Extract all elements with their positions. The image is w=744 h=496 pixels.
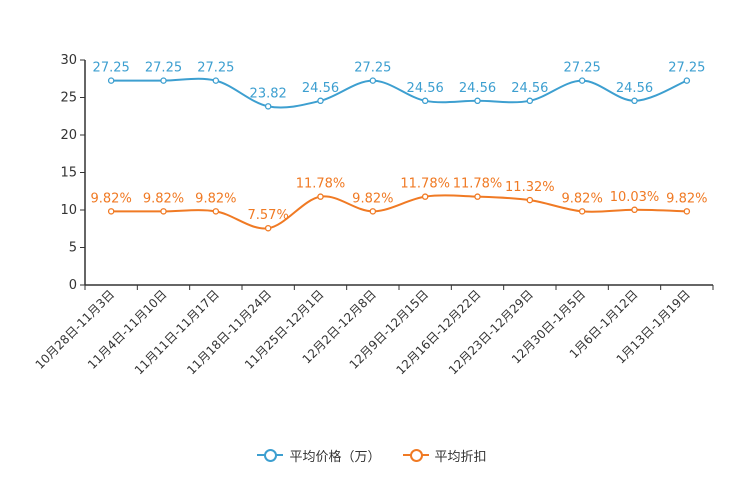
- data-point[interactable]: [632, 207, 637, 212]
- y-tick-label: 25: [60, 91, 77, 106]
- data-point[interactable]: [580, 209, 585, 214]
- data-point[interactable]: [370, 209, 375, 214]
- data-label: 24.56: [302, 81, 339, 96]
- data-point[interactable]: [684, 78, 689, 83]
- data-label: 24.56: [459, 81, 496, 96]
- data-point[interactable]: [266, 104, 271, 109]
- data-label: 11.78%: [400, 177, 450, 192]
- data-point[interactable]: [161, 78, 166, 83]
- line-chart: 05101520253010月28日-11月3日11月4日-11月10日11月1…: [0, 0, 744, 440]
- legend-line-icon: [403, 449, 429, 461]
- data-point[interactable]: [370, 78, 375, 83]
- data-point[interactable]: [632, 98, 637, 103]
- y-tick-label: 20: [60, 128, 77, 143]
- data-point[interactable]: [161, 209, 166, 214]
- data-label: 9.82%: [143, 191, 184, 206]
- data-label: 9.82%: [195, 191, 236, 206]
- data-point[interactable]: [684, 209, 689, 214]
- data-label: 7.57%: [248, 208, 289, 223]
- data-point[interactable]: [580, 78, 585, 83]
- legend-label-discount: 平均折扣: [435, 446, 487, 465]
- data-label: 27.25: [93, 61, 130, 76]
- y-tick-label: 10: [60, 203, 77, 218]
- data-label: 24.56: [511, 81, 548, 96]
- data-label: 24.56: [407, 81, 444, 96]
- y-tick-label: 5: [69, 241, 77, 256]
- data-label: 9.82%: [666, 191, 707, 206]
- data-label: 11.32%: [505, 180, 555, 195]
- data-point[interactable]: [266, 226, 271, 231]
- data-label: 9.82%: [562, 191, 603, 206]
- data-point[interactable]: [213, 209, 218, 214]
- data-label: 11.78%: [296, 177, 346, 192]
- legend-line-icon: [257, 449, 283, 461]
- legend-item-price[interactable]: 平均价格（万）: [257, 446, 380, 465]
- data-label: 27.25: [668, 61, 705, 76]
- data-point[interactable]: [475, 98, 480, 103]
- data-label: 27.25: [197, 61, 234, 76]
- data-point[interactable]: [213, 78, 218, 83]
- legend-item-discount[interactable]: 平均折扣: [403, 446, 487, 465]
- data-label: 23.82: [250, 86, 287, 101]
- data-point[interactable]: [527, 98, 532, 103]
- legend: 平均价格（万） 平均折扣: [0, 444, 744, 466]
- data-label: 9.82%: [352, 191, 393, 206]
- y-tick-label: 30: [60, 53, 77, 68]
- data-point[interactable]: [475, 194, 480, 199]
- data-label: 10.03%: [610, 190, 660, 205]
- data-label: 11.78%: [453, 177, 503, 192]
- data-point[interactable]: [109, 209, 114, 214]
- data-label: 24.56: [616, 81, 653, 96]
- data-point[interactable]: [527, 198, 532, 203]
- data-point[interactable]: [318, 98, 323, 103]
- series-line-0: [111, 79, 687, 108]
- legend-label-price: 平均价格（万）: [289, 446, 380, 465]
- data-point[interactable]: [423, 98, 428, 103]
- data-label: 27.25: [564, 61, 601, 76]
- data-label: 9.82%: [91, 191, 132, 206]
- data-label: 27.25: [145, 61, 182, 76]
- data-label: 27.25: [354, 61, 391, 76]
- data-point[interactable]: [423, 194, 428, 199]
- y-tick-label: 0: [69, 278, 77, 293]
- data-point[interactable]: [109, 78, 114, 83]
- data-point[interactable]: [318, 194, 323, 199]
- y-tick-label: 15: [60, 166, 77, 181]
